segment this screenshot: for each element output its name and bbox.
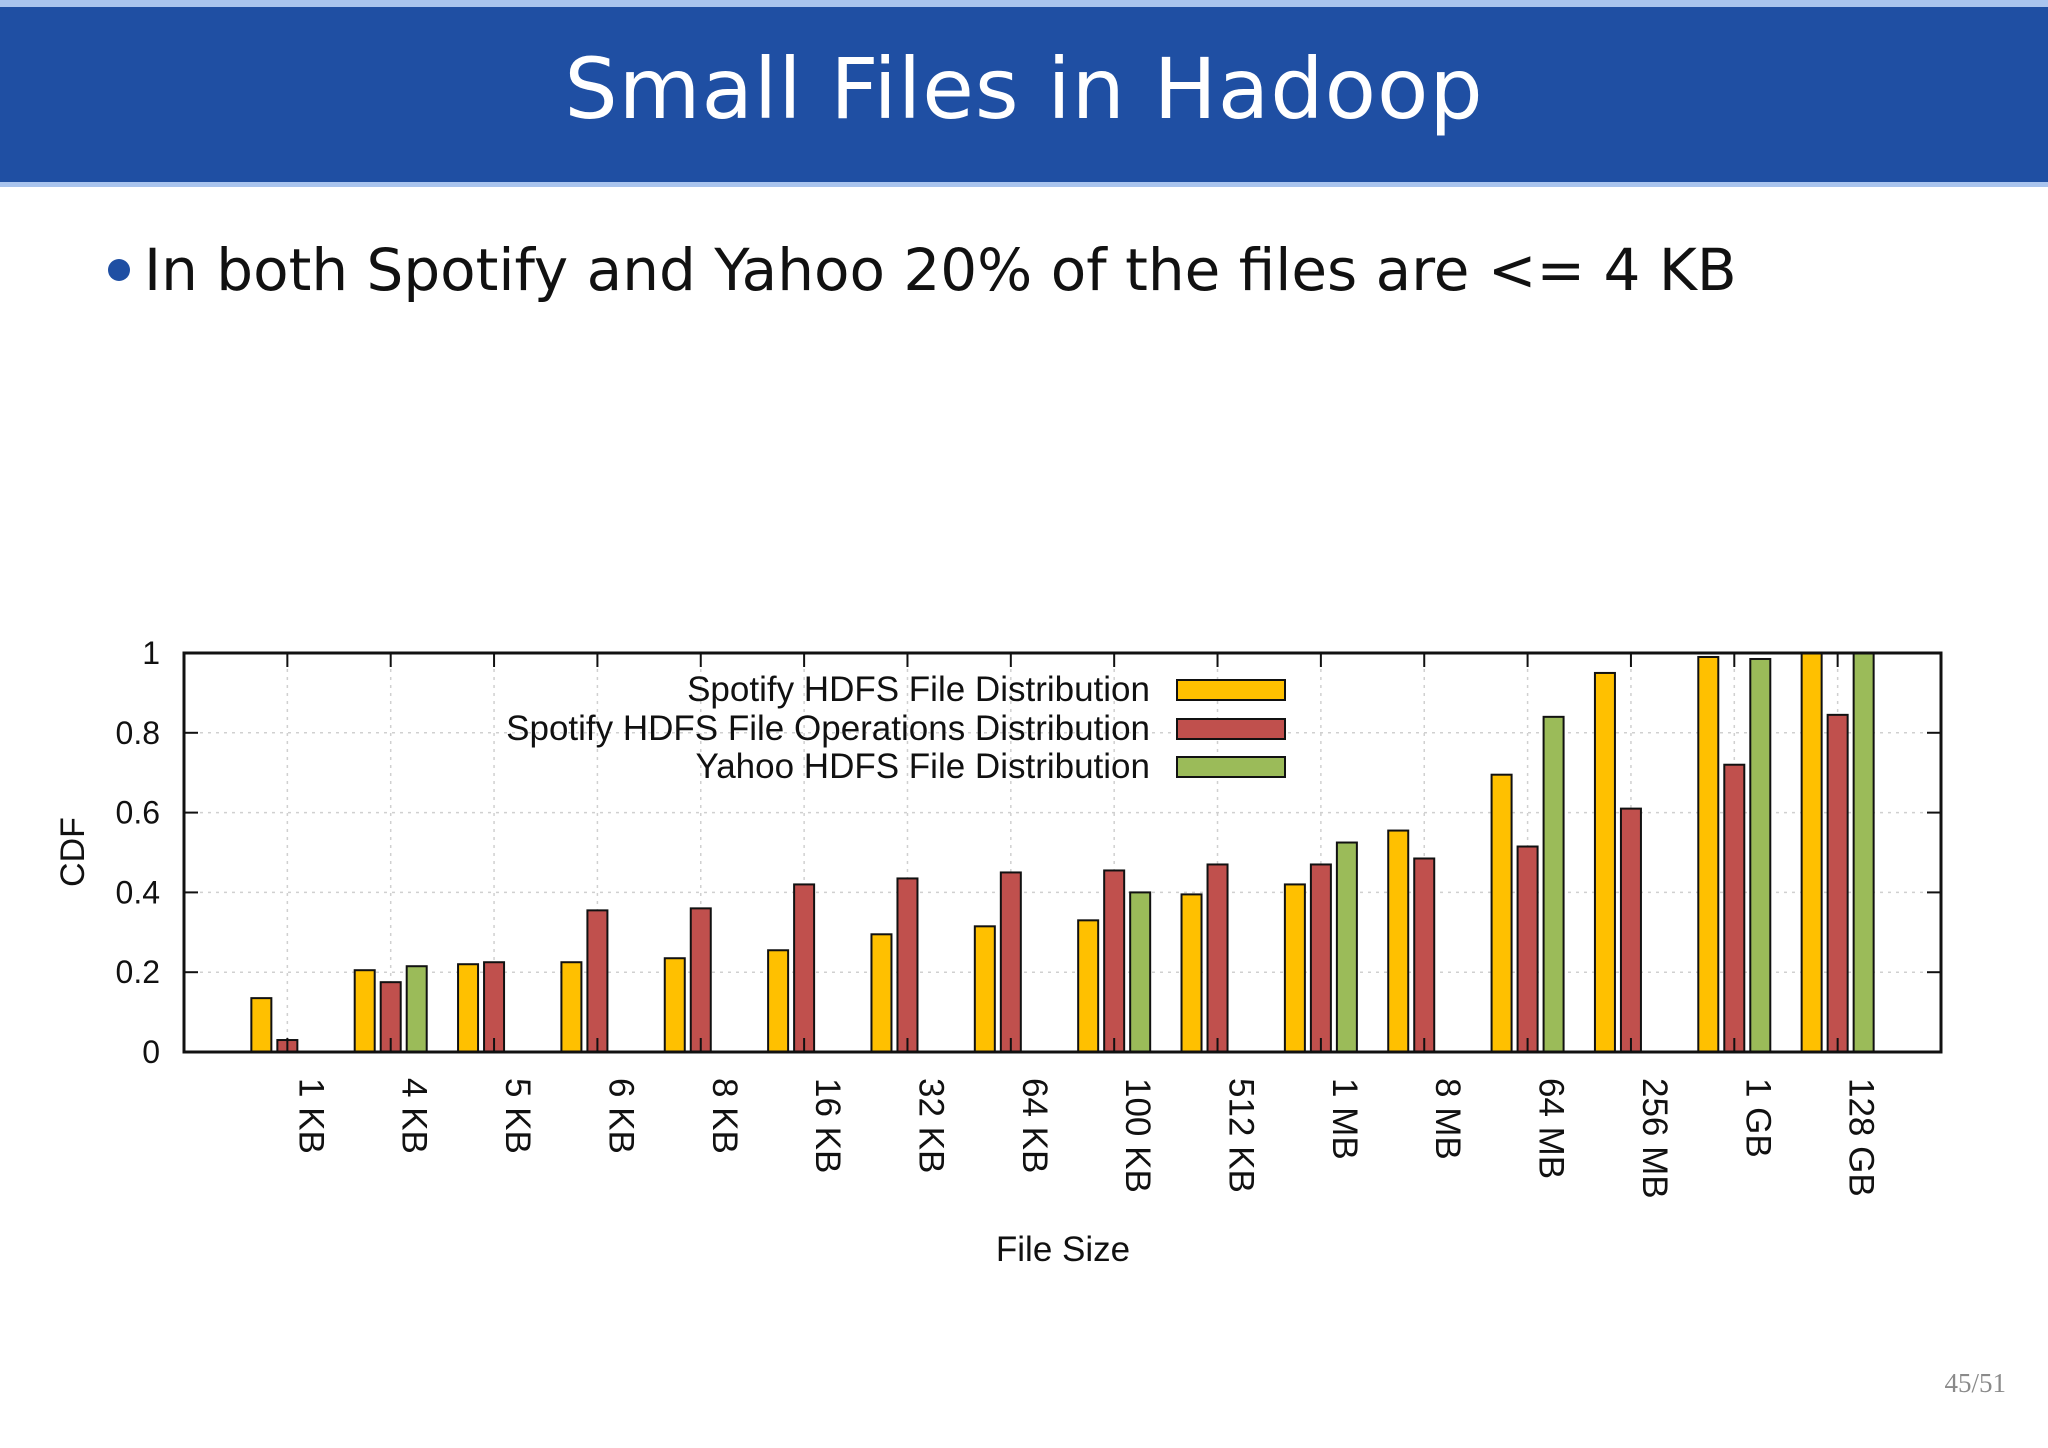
x-tick-label: 1 MB [1325,1078,1364,1160]
bar-spotify-files [767,949,790,1054]
slide-title: Small Files in Hadoop [564,39,1484,138]
y-tick-label: 0.2 [116,954,160,990]
bar-spotify-files [457,963,480,1053]
y-tick-label: 1 [142,635,160,671]
bar-spotify-files [1387,829,1410,1053]
bar-spotify-ops [1619,807,1642,1053]
grid-lines [184,653,1941,1052]
bar-spotify-ops [586,909,609,1053]
bar-spotify-files [870,933,893,1053]
legend-label: Yahoo HDFS File Distribution [695,747,1150,786]
y-tick-labels: 0 0.2 0.4 0.6 0.8 1 [116,635,160,1070]
bar-spotify-ops [1206,863,1229,1053]
x-tick-label: 5 KB [498,1078,537,1154]
plot-frame [182,651,1943,1054]
bar-yahoo-files [405,965,428,1054]
bar-spotify-files [973,925,996,1053]
y-tick-label: 0.6 [116,795,160,831]
bar-spotify-ops [689,907,712,1053]
bar-yahoo-files [1542,715,1565,1054]
bar-spotify-files [1593,671,1616,1053]
bar-spotify-files [1077,919,1100,1054]
legend-swatch [1176,718,1286,740]
legend-swatch [1176,679,1286,701]
bar-spotify-files [250,997,273,1054]
bar-spotify-ops [1413,857,1436,1053]
x-tick-label: 8 KB [705,1078,744,1154]
title-bar: Small Files in Hadoop [0,7,2048,182]
x-axis-label: File Size [996,1230,1130,1269]
top-accent-bar [0,0,2048,7]
title-underline [0,182,2048,187]
bar-spotify-ops [1309,863,1332,1053]
bullet-item: In both Spotify and Yahoo 20% of the fil… [108,236,1737,304]
bar-spotify-ops [793,883,816,1053]
x-tick-label: 1 GB [1738,1078,1777,1158]
x-tick-label: 64 KB [1015,1078,1054,1173]
bar-spotify-files [1490,773,1513,1053]
x-tick-label: 16 KB [808,1078,847,1173]
bullet-text: In both Spotify and Yahoo 20% of the fil… [144,236,1737,304]
x-tick-label: 512 KB [1222,1078,1261,1193]
bar-spotify-ops [1103,869,1126,1054]
bar-spotify-ops [1723,763,1746,1053]
axis-ticks [184,652,1941,1053]
x-tick-label: 256 MB [1635,1078,1674,1199]
y-tick-label: 0.4 [116,874,160,910]
bar-spotify-ops [896,877,919,1053]
bar-spotify-files [353,969,376,1054]
bar-spotify-files [1180,893,1203,1054]
bar-yahoo-files [1749,657,1772,1053]
bar-spotify-ops [999,871,1022,1054]
x-tick-label: 64 MB [1532,1078,1571,1179]
bar-spotify-ops [1516,845,1539,1054]
bullet-dot-icon [108,259,130,281]
bars [250,652,1875,1054]
x-tick-label: 4 KB [395,1078,434,1154]
x-tick-label: 8 MB [1428,1078,1467,1160]
bar-spotify-files [663,957,686,1053]
legend-label: Spotify HDFS File Operations Distributio… [506,709,1150,748]
bar-spotify-files [1800,652,1823,1053]
x-tick-labels: 1 KB 4 KB 5 KB 6 KB 8 KB 16 KB 32 KB 64 KB 100 K… [291,1078,1880,1199]
bar-spotify-files [560,961,583,1053]
y-axis-label: CDF [54,817,92,887]
x-tick-label: 6 KB [601,1078,640,1154]
y-tick-label: 0 [142,1034,160,1070]
legend-swatch [1176,756,1286,778]
x-tick-label: 1 KB [291,1078,330,1154]
bar-yahoo-files [1852,652,1875,1053]
bar-spotify-files [1697,655,1720,1053]
y-tick-label: 0.8 [116,715,160,751]
bar-yahoo-files [1129,891,1152,1054]
page-number: 45/51 [1944,1368,2006,1398]
x-tick-label: 32 KB [911,1078,950,1173]
bar-yahoo-files [1335,841,1358,1054]
x-tick-label: 100 KB [1118,1078,1157,1193]
legend-label: Spotify HDFS File Distribution [687,670,1150,709]
bar-spotify-ops [1826,713,1849,1053]
bar-spotify-files [1283,883,1306,1053]
x-tick-label: 128 GB [1842,1078,1881,1197]
